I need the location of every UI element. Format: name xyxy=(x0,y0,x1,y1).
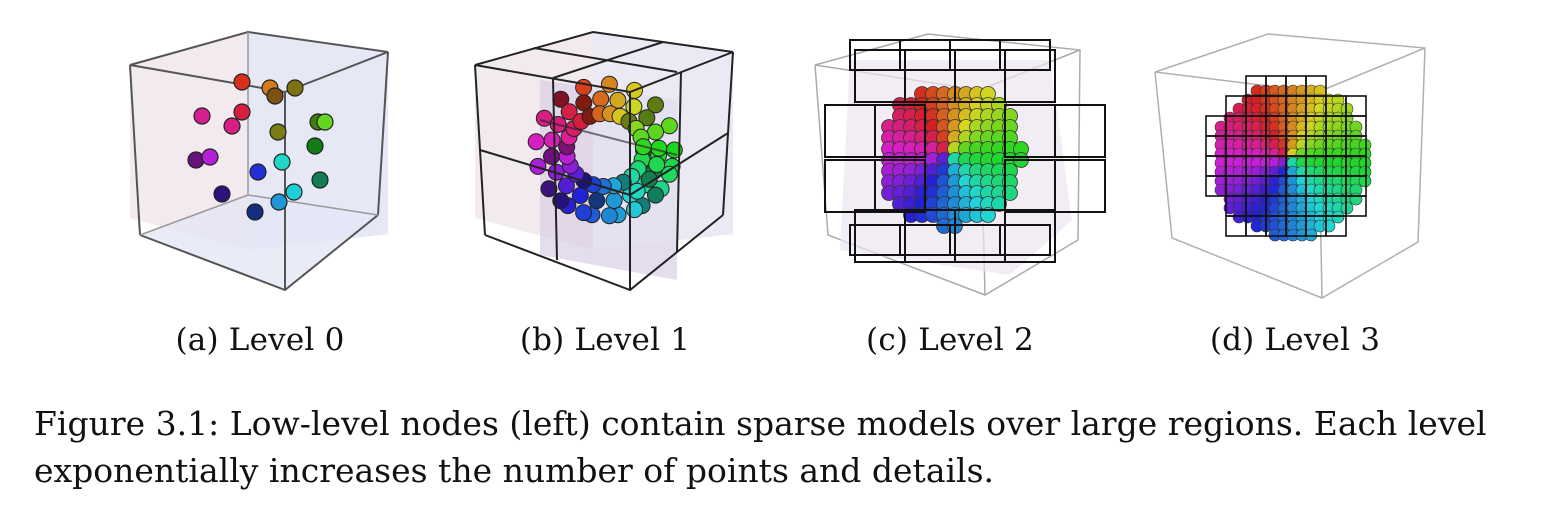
point-sphere xyxy=(273,153,291,171)
point-sphere xyxy=(1002,185,1018,201)
point-sphere xyxy=(540,180,558,198)
point-sphere xyxy=(575,78,593,96)
octree-cell xyxy=(1345,195,1367,217)
point-sphere xyxy=(575,204,593,222)
octree-cell xyxy=(1004,209,1056,263)
point-sphere xyxy=(660,117,678,135)
octree-level-3-diagram xyxy=(1154,33,1426,299)
point-sphere xyxy=(223,117,241,135)
point-sphere xyxy=(991,196,1007,212)
point-sphere xyxy=(592,90,610,108)
octree-level-2-diagram xyxy=(814,33,1106,296)
figure-panel-level-2 xyxy=(810,20,1140,310)
octree-cell xyxy=(874,159,926,213)
point-sphere xyxy=(588,192,606,210)
point-sphere xyxy=(1331,210,1345,224)
point-sphere xyxy=(626,201,643,219)
panel-label-level-3: (d) Level 3 xyxy=(1209,322,1381,358)
point-sphere xyxy=(571,187,589,204)
point-sphere xyxy=(647,123,664,141)
point-sphere xyxy=(625,98,643,116)
point-sphere xyxy=(246,203,264,221)
point-sphere xyxy=(270,193,288,211)
point-sphere xyxy=(647,96,664,114)
point-sphere xyxy=(187,151,205,169)
point-sphere xyxy=(600,207,618,225)
octree-cell xyxy=(1004,49,1056,103)
point-sphere xyxy=(980,207,996,223)
point-sphere xyxy=(193,107,211,125)
point-sphere xyxy=(201,148,219,166)
panel-label-level-2: (c) Level 2 xyxy=(866,322,1034,358)
octree-cell xyxy=(1054,104,1106,158)
point-sphere xyxy=(648,156,666,173)
octree-cell xyxy=(999,224,1051,256)
point-sphere xyxy=(233,73,251,91)
point-sphere xyxy=(1340,201,1354,215)
point-sphere xyxy=(1349,192,1363,206)
point-sphere xyxy=(552,192,570,210)
point-sphere xyxy=(1304,228,1318,242)
caption-line-1: Figure 3.1: Low-level nodes (left) conta… xyxy=(34,404,1487,443)
figure-panel-level-1 xyxy=(465,20,795,310)
panel-label-level-0: (a) Level 0 xyxy=(175,322,345,358)
caption-line-2: exponentially increases the number of po… xyxy=(34,451,995,490)
panel-label-level-1: (b) Level 1 xyxy=(519,322,691,358)
octree-level-0-diagram xyxy=(129,30,389,292)
figure-panel-level-0 xyxy=(120,20,450,310)
point-sphere xyxy=(527,133,545,151)
point-sphere xyxy=(213,185,231,203)
point-sphere xyxy=(269,123,287,141)
point-sphere xyxy=(316,113,334,131)
figure-panel-level-3 xyxy=(1150,20,1480,310)
point-sphere xyxy=(306,137,324,155)
octree-cell xyxy=(1054,159,1106,213)
point-sphere xyxy=(249,163,267,181)
point-sphere xyxy=(640,170,658,188)
point-sphere xyxy=(543,131,561,149)
octree-level-1-diagram xyxy=(474,30,734,292)
point-sphere xyxy=(605,192,623,209)
octree-cell xyxy=(874,104,926,158)
octree-cell xyxy=(999,39,1051,71)
point-sphere xyxy=(647,186,664,204)
point-sphere xyxy=(560,103,578,121)
figure-caption: Figure 3.1: Low-level nodes (left) conta… xyxy=(34,400,1534,494)
point-sphere xyxy=(286,79,304,97)
point-sphere xyxy=(233,103,251,121)
point-sphere xyxy=(266,87,284,105)
point-sphere xyxy=(1358,174,1372,188)
point-sphere xyxy=(285,183,303,201)
point-sphere xyxy=(638,109,656,127)
point-sphere xyxy=(557,177,575,195)
point-sphere xyxy=(1322,219,1336,233)
point-sphere xyxy=(311,171,329,189)
point-sphere xyxy=(543,147,560,165)
octree-cell xyxy=(1325,215,1347,237)
